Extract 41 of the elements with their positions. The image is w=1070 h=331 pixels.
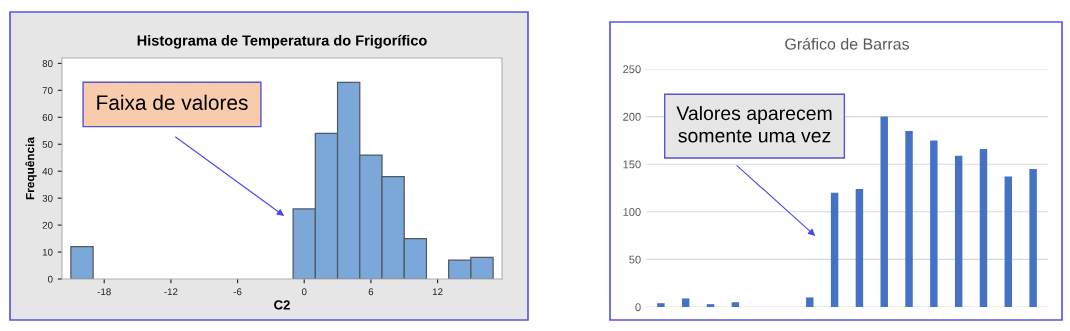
- y-tick-label: 50: [629, 255, 641, 264]
- bar: [855, 188, 864, 307]
- y-tick-label: 10: [42, 248, 53, 256]
- y-tick-label: 40: [42, 167, 53, 175]
- y-tick-label: 70: [42, 87, 53, 94]
- bar: [706, 304, 715, 307]
- bar: [657, 303, 665, 307]
- bar: [930, 140, 938, 307]
- y-tick-label: 200: [623, 112, 641, 121]
- y-tick-label: 80: [42, 60, 53, 68]
- bar: [681, 298, 690, 307]
- y-tick-label: 20: [42, 221, 53, 229]
- y-tick-label: 50: [42, 140, 53, 148]
- y-tick-label: 0: [635, 303, 641, 312]
- x-tick-label: 12: [432, 288, 443, 296]
- bar: [1004, 176, 1013, 307]
- x-tick-label: 6: [368, 288, 374, 296]
- x-tick-label: -12: [164, 288, 178, 296]
- annotation: Faixa de valores: [97, 94, 248, 110]
- chart-title: Histograma de Temperatura do Frigorífico: [137, 34, 427, 49]
- y-tick-label: 30: [42, 194, 53, 202]
- x-tick-label: -18: [97, 288, 111, 296]
- bar: [954, 155, 963, 307]
- bar: [979, 148, 988, 307]
- x-tick-label: 0: [301, 288, 307, 296]
- y-axis-title: Frequência: [25, 136, 37, 200]
- annotation: Valores aparecem somente uma vez: [676, 105, 832, 143]
- bar: [1029, 168, 1037, 307]
- chart-title: Gráfico de Barras: [785, 37, 910, 50]
- bar: [905, 130, 913, 307]
- y-tick-label: 250: [623, 65, 641, 74]
- y-tick-label: 0: [47, 275, 53, 283]
- bar: [880, 116, 888, 307]
- bar: [806, 297, 814, 307]
- bar: [731, 302, 740, 307]
- y-tick-label: 60: [42, 114, 53, 121]
- y-tick-label: 150: [623, 160, 641, 169]
- x-tick-label: -6: [233, 288, 242, 296]
- x-axis-title: C2: [274, 300, 290, 310]
- bar: [830, 192, 839, 307]
- y-tick-label: 100: [623, 208, 641, 216]
